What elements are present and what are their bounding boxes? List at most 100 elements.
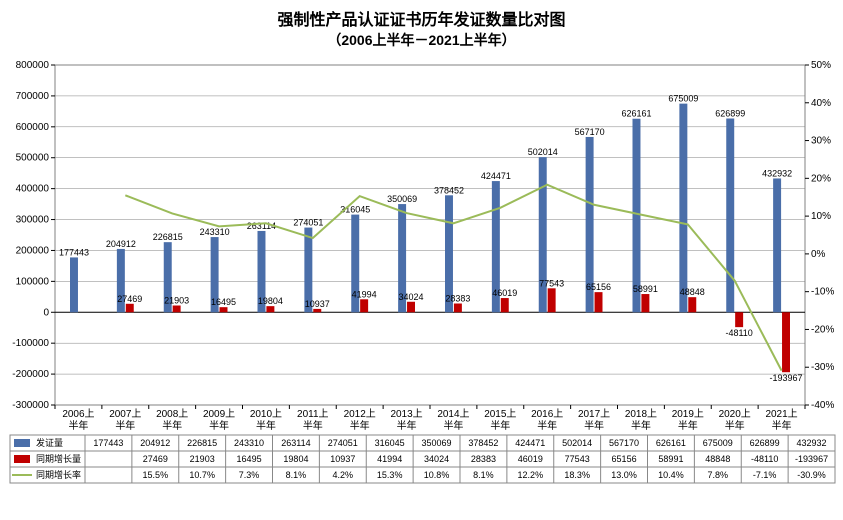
table-cell: 19804 [283, 454, 308, 464]
table-cell: 13.0% [611, 470, 637, 480]
bar-issued-label: 432932 [762, 168, 792, 178]
x-cat-label: 2013上 [390, 408, 422, 420]
x-cat-label2: 半年 [584, 419, 604, 432]
legend-swatch [14, 439, 30, 447]
y1-tick-label: 800000 [16, 60, 50, 71]
bar-issued-label: 243310 [200, 227, 230, 237]
bar-growth-label: 28383 [445, 293, 470, 303]
bar-growth [501, 298, 509, 312]
table-cell: 41994 [377, 454, 402, 464]
table-cell: 34024 [424, 454, 449, 464]
table-cell: -193967 [795, 454, 828, 464]
x-cat-label2: 半年 [303, 419, 323, 432]
table-cell: 46019 [518, 454, 543, 464]
table-cell: 4.2% [333, 470, 354, 480]
table-cell: 675009 [703, 438, 733, 448]
x-cat-label2: 半年 [631, 419, 651, 432]
bar-growth [454, 303, 462, 312]
table-cell: 10.7% [189, 470, 215, 480]
table-cell: 626899 [750, 438, 780, 448]
bar-issued-label: 177443 [59, 247, 89, 257]
bar-growth-label: 19804 [258, 296, 283, 306]
x-cat-label2: 半年 [490, 419, 510, 432]
y2-tick-label: -20% [811, 324, 834, 335]
legend-swatch [14, 455, 30, 463]
subtitle-text: （2006上半年－2021上半年） [327, 32, 515, 48]
table-cell: 8.1% [473, 470, 494, 480]
table-cell: -48110 [751, 454, 778, 464]
table-cell: 18.3% [564, 470, 590, 480]
bar-issued [679, 104, 687, 313]
y1-tick-label: 100000 [16, 276, 50, 287]
bar-growth [548, 288, 556, 312]
table-cell: 177443 [93, 438, 123, 448]
x-cat-label2: 半年 [678, 419, 698, 432]
table-cell: 16495 [237, 454, 262, 464]
y2-tick-label: -10% [811, 287, 834, 298]
bar-issued [726, 119, 734, 313]
chart-title: 强制性产品认证证书历年发证数量比对图 [0, 0, 843, 30]
bar-growth-label: -48110 [725, 328, 752, 338]
bar-growth-label: 46019 [492, 288, 517, 298]
x-cat-label: 2015上 [484, 408, 516, 420]
bar-issued-label: 626899 [715, 109, 745, 119]
table-cell: 48848 [705, 454, 730, 464]
table-cell: 8.1% [286, 470, 307, 480]
chart-subtitle: （2006上半年－2021上半年） [0, 30, 843, 50]
x-cat-label2: 半年 [772, 419, 792, 432]
bar-growth [173, 306, 181, 313]
table-cell: 378452 [468, 438, 498, 448]
bar-growth [407, 302, 415, 313]
table-cell: 316045 [375, 438, 405, 448]
x-cat-label2: 半年 [725, 419, 745, 432]
y1-tick-label: 0 [43, 307, 49, 318]
legend-label: 发证量 [36, 437, 63, 448]
bar-issued-label: 626161 [621, 109, 651, 119]
bar-issued [539, 157, 547, 312]
y2-tick-label: 50% [811, 60, 831, 71]
table-cell: -30.9% [797, 470, 826, 480]
chart-svg: -300000-200000-1000000100000200000300000… [0, 50, 843, 520]
bar-growth [360, 299, 368, 312]
table-cell: -7.1% [753, 470, 777, 480]
bar-growth [641, 294, 649, 312]
table-cell: 204912 [140, 438, 170, 448]
x-cat-label2: 半年 [68, 419, 88, 432]
bar-growth [595, 292, 603, 312]
x-cat-label: 2014上 [437, 408, 469, 420]
table-cell: 7.3% [239, 470, 260, 480]
y2-tick-label: 30% [811, 136, 831, 147]
table-cell: 626161 [656, 438, 686, 448]
table-cell: 15.3% [377, 470, 403, 480]
bar-growth [220, 307, 228, 312]
table-cell: 28383 [471, 454, 496, 464]
bar-issued-label: 204912 [106, 239, 136, 249]
y2-tick-label: 0% [811, 249, 826, 260]
bar-growth [126, 304, 134, 312]
x-cat-label2: 半年 [443, 419, 463, 432]
bar-growth-label: -193967 [770, 373, 803, 383]
x-cat-label2: 半年 [350, 419, 370, 432]
table-cell: 567170 [609, 438, 639, 448]
bar-issued-label: 502014 [528, 147, 558, 157]
bar-growth [735, 312, 743, 327]
bar-growth-label: 27469 [117, 294, 142, 304]
x-cat-label: 2019上 [672, 408, 704, 420]
bar-growth-label: 58991 [633, 284, 658, 294]
x-cat-label2: 半年 [537, 419, 557, 432]
table-cell: 77543 [565, 454, 590, 464]
bar-issued [70, 257, 78, 312]
bar-growth [313, 309, 321, 312]
x-cat-label: 2011上 [297, 408, 329, 420]
x-cat-label: 2018上 [625, 408, 657, 420]
x-cat-label2: 半年 [209, 419, 229, 432]
x-cat-label2: 半年 [256, 419, 276, 432]
x-cat-label: 2012上 [344, 408, 376, 420]
y1-tick-label: 500000 [16, 153, 50, 164]
table-cell: 15.5% [143, 470, 169, 480]
x-cat-label: 2009上 [203, 408, 235, 420]
bar-growth-label: 10937 [305, 299, 330, 309]
table-cell: 10937 [330, 454, 355, 464]
table-cell: 58991 [658, 454, 683, 464]
y1-tick-label: -300000 [12, 400, 49, 411]
